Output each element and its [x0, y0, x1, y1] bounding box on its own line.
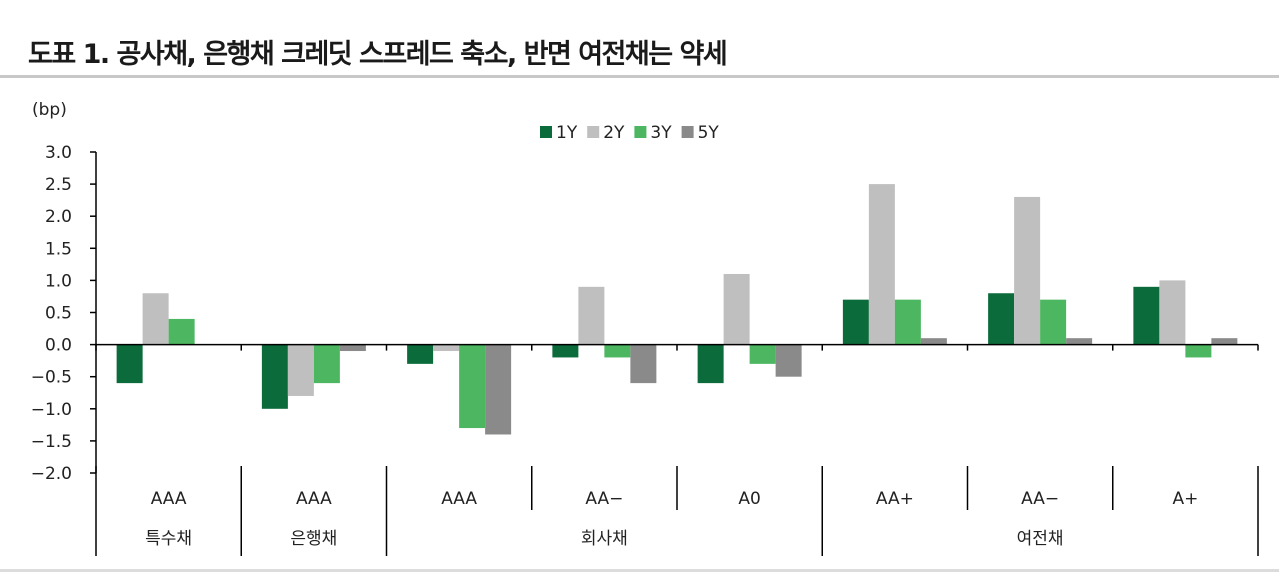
bar-1Y-2: [407, 344, 434, 364]
x-group-label: 은행채: [290, 529, 337, 549]
y-tick-label: −1.0: [31, 400, 72, 420]
bottom-divider: [0, 569, 1279, 572]
bar-1Y-5: [842, 299, 869, 345]
y-tick-label: −2.0: [31, 464, 72, 484]
bar-1Y-6: [988, 293, 1015, 345]
x-category-label: AA+: [876, 489, 914, 509]
bar-2Y-3: [578, 286, 605, 345]
x-category-label: A0: [738, 489, 760, 509]
x-category-label: A+: [1172, 489, 1198, 509]
legend-swatch-1Y: [540, 126, 552, 138]
bar-5Y-7: [1211, 338, 1238, 345]
x-group-label: 특수채: [145, 529, 192, 549]
x-category-label: AA−: [1021, 489, 1059, 509]
legend-label-2Y: 2Y: [603, 123, 625, 143]
bar-3Y-7: [1185, 344, 1212, 358]
bar-5Y-2: [485, 344, 512, 435]
bar-5Y-3: [630, 344, 657, 384]
bar-3Y-5: [894, 299, 921, 345]
x-group-label: 여전채: [1017, 529, 1064, 549]
bar-3Y-6: [1040, 299, 1067, 345]
bar-5Y-5: [920, 338, 947, 345]
legend-swatch-3Y: [634, 126, 647, 138]
bar-2Y-7: [1159, 280, 1186, 345]
x-group-label: 회사채: [581, 529, 628, 549]
bar-1Y-1: [261, 344, 288, 409]
chart-title: 도표 1. 공사채, 은행채 크레딧 스프레드 축소, 반면 여전채는 약세: [28, 39, 728, 70]
bar-2Y-4: [723, 273, 750, 345]
y-tick-label: 3.0: [45, 143, 72, 163]
bar-1Y-3: [552, 344, 579, 358]
bar-5Y-6: [1066, 338, 1093, 345]
bar-2Y-2: [433, 344, 460, 352]
y-tick-label: 1.0: [45, 271, 72, 291]
bar-3Y-4: [749, 344, 776, 364]
bar-1Y-7: [1133, 286, 1160, 345]
y-tick-label: 2.5: [45, 175, 72, 195]
legend-swatch-2Y: [587, 126, 600, 138]
bar-2Y-1: [287, 344, 314, 396]
bar-5Y-1: [339, 344, 366, 352]
bar-3Y-2: [459, 344, 486, 429]
x-category-label: AAA: [296, 489, 332, 509]
x-axis: AAA AAA AAA AA− A0 AA+ AA− A+ 특수채 은행채 회사채 여전채: [95, 343, 1259, 556]
legend-label-3Y: 3Y: [650, 123, 672, 143]
title-divider: [0, 75, 1279, 78]
bar-5Y-4: [775, 344, 802, 377]
bars: [116, 184, 1238, 435]
y-axis: 3.0 2.5 2.0 1.5 1.0 0.5 0.0 −0.5 −1.0 −1.5 −2.0: [31, 143, 97, 484]
legend-swatch-5Y: [681, 126, 694, 138]
bar-2Y-5: [868, 184, 895, 345]
y-tick-label: −0.5: [31, 368, 72, 388]
y-tick-label: 2.0: [45, 207, 72, 227]
bar-1Y-4: [697, 344, 724, 384]
x-category-label: AAA: [151, 489, 187, 509]
y-tick-label: 0.5: [45, 304, 72, 324]
bar-3Y-1: [313, 344, 340, 384]
legend-label-5Y: 5Y: [698, 123, 720, 143]
y-tick-label: 1.5: [45, 239, 72, 259]
y-tick-label: 0.0: [45, 336, 72, 356]
bar-3Y-3: [604, 344, 631, 358]
bar-2Y-0: [142, 293, 169, 345]
x-category-label: AA−: [585, 489, 623, 509]
bar-1Y-0: [116, 344, 143, 384]
bar-3Y-0: [168, 318, 195, 345]
y-axis-unit-label: (bp): [32, 100, 67, 120]
y-tick-label: −1.5: [31, 432, 72, 452]
x-category-label: AAA: [441, 489, 477, 509]
legend-label-1Y: 1Y: [556, 123, 578, 143]
legend: 1Y 2Y 3Y 5Y: [540, 123, 719, 143]
bar-2Y-6: [1014, 196, 1041, 345]
